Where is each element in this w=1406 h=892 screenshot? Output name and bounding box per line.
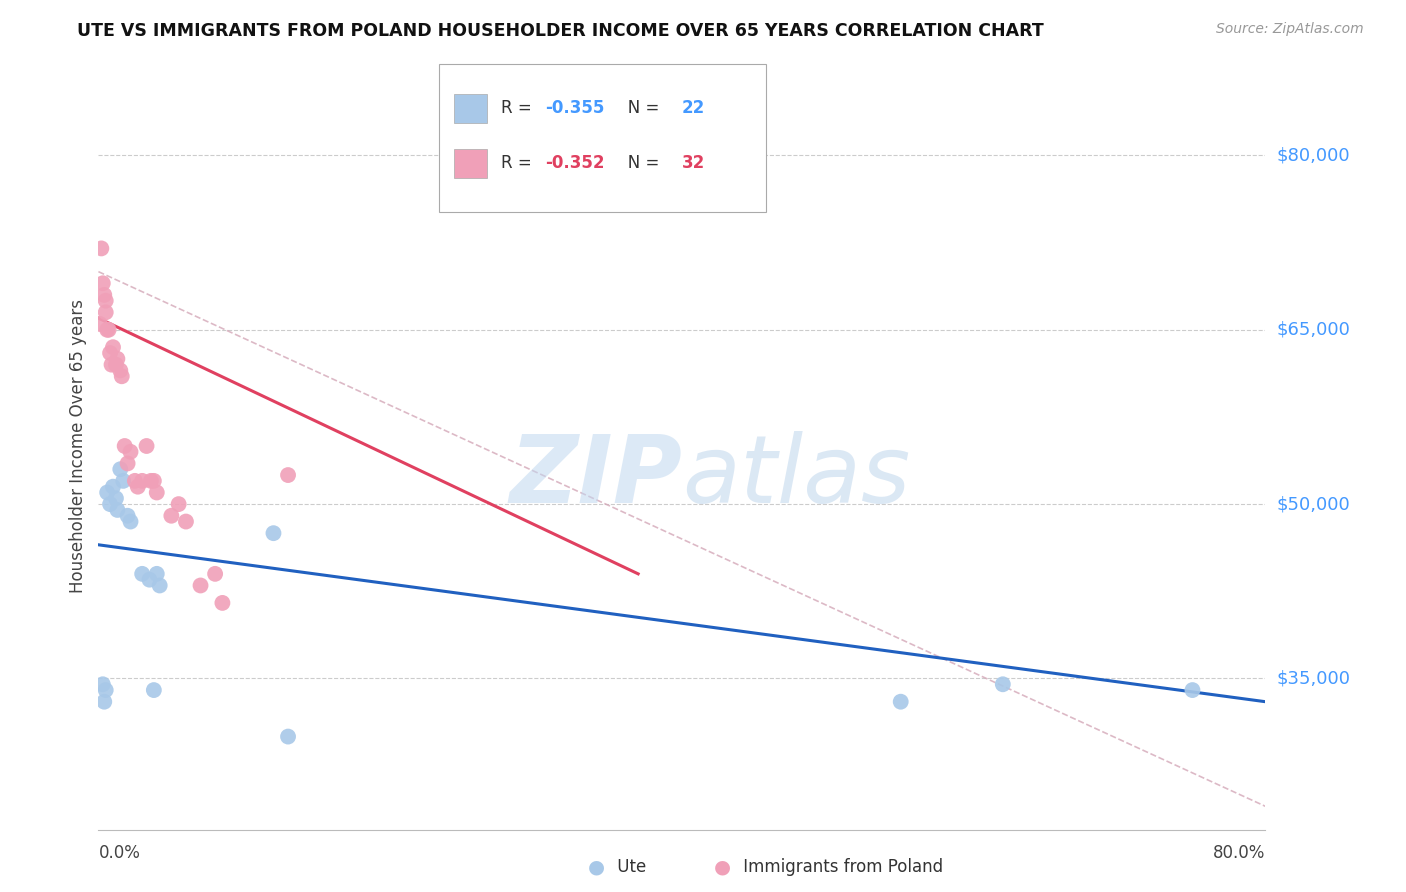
Point — [105, 503, 128, 517]
Point — [110, 363, 132, 377]
Point — [89, 317, 111, 331]
Point — [111, 369, 134, 384]
Text: $35,000: $35,000 — [1277, 670, 1351, 688]
Text: 22: 22 — [682, 100, 706, 118]
Point — [97, 323, 120, 337]
Text: -0.352: -0.352 — [546, 154, 605, 172]
Point — [262, 526, 284, 541]
Point — [131, 566, 153, 581]
Point — [104, 491, 127, 506]
Point — [94, 683, 117, 698]
Text: ZIP: ZIP — [509, 431, 682, 523]
Text: N =: N = — [612, 100, 665, 118]
Text: 0.0%: 0.0% — [98, 844, 141, 862]
Point — [190, 578, 212, 592]
Text: Immigrants from Poland: Immigrants from Poland — [738, 858, 943, 876]
Point — [93, 288, 115, 302]
Point — [142, 474, 165, 488]
Point — [211, 596, 233, 610]
Point — [167, 497, 190, 511]
Point — [991, 677, 1014, 691]
Point — [124, 474, 146, 488]
Point — [91, 677, 114, 691]
Point — [142, 683, 165, 698]
Point — [90, 241, 112, 255]
Text: UTE VS IMMIGRANTS FROM POLAND HOUSEHOLDER INCOME OVER 65 YEARS CORRELATION CHART: UTE VS IMMIGRANTS FROM POLAND HOUSEHOLDE… — [77, 22, 1045, 40]
Point — [146, 485, 169, 500]
Point — [105, 351, 128, 366]
Point — [890, 695, 912, 709]
Point — [112, 474, 135, 488]
Point — [135, 439, 157, 453]
Point — [160, 508, 183, 523]
Text: $80,000: $80,000 — [1277, 146, 1350, 164]
Point — [174, 515, 197, 529]
Point — [96, 485, 118, 500]
Point — [91, 277, 114, 291]
Point — [138, 573, 160, 587]
Point — [94, 293, 117, 308]
Point — [131, 474, 153, 488]
Point — [149, 578, 172, 592]
Text: 80.0%: 80.0% — [1213, 844, 1265, 862]
Point — [127, 480, 149, 494]
Point — [117, 508, 139, 523]
Point — [139, 474, 162, 488]
Point — [96, 323, 118, 337]
Point — [277, 730, 299, 744]
Text: Source: ZipAtlas.com: Source: ZipAtlas.com — [1216, 22, 1364, 37]
Text: $50,000: $50,000 — [1277, 495, 1350, 513]
Text: R =: R = — [501, 154, 537, 172]
Text: R =: R = — [501, 100, 537, 118]
Point — [100, 358, 122, 372]
Point — [120, 515, 142, 529]
Text: $65,000: $65,000 — [1277, 321, 1350, 339]
Text: ●: ● — [588, 857, 605, 877]
Point — [1181, 683, 1204, 698]
Point — [104, 358, 127, 372]
Point — [120, 445, 142, 459]
Point — [146, 566, 169, 581]
FancyBboxPatch shape — [454, 94, 486, 123]
FancyBboxPatch shape — [439, 64, 766, 212]
Point — [101, 480, 124, 494]
Text: 32: 32 — [682, 154, 706, 172]
Point — [117, 457, 139, 471]
Point — [98, 497, 121, 511]
Point — [93, 695, 115, 709]
Point — [98, 346, 121, 360]
Point — [94, 305, 117, 319]
Text: Ute: Ute — [612, 858, 645, 876]
Point — [114, 439, 136, 453]
Point — [277, 468, 299, 483]
FancyBboxPatch shape — [454, 149, 486, 178]
Text: atlas: atlas — [682, 431, 910, 522]
Point — [204, 566, 226, 581]
Y-axis label: Householder Income Over 65 years: Householder Income Over 65 years — [69, 299, 87, 593]
Text: -0.355: -0.355 — [546, 100, 605, 118]
Point — [101, 340, 124, 354]
Text: ●: ● — [714, 857, 731, 877]
Point — [110, 462, 132, 476]
Text: N =: N = — [612, 154, 665, 172]
